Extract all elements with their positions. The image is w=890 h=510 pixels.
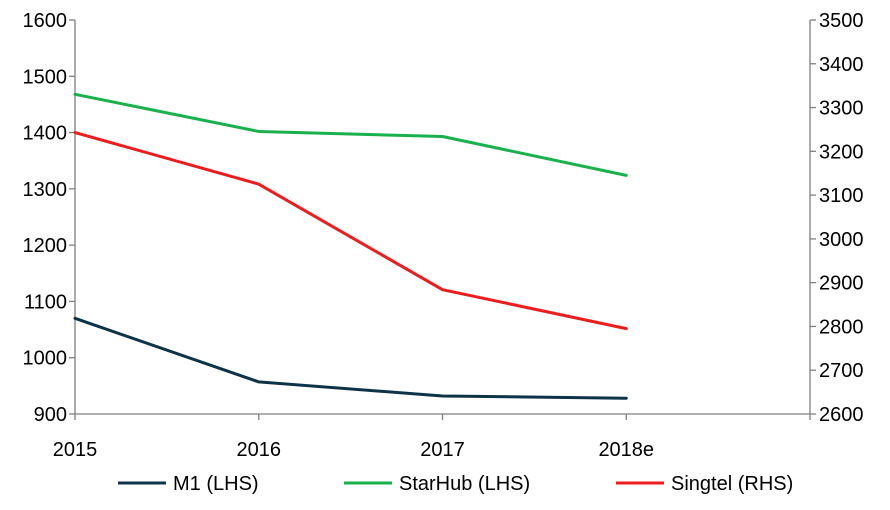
series-line-2 <box>73 92 628 177</box>
right-y-tick-label: 2600 <box>819 404 864 426</box>
left-y-tick-label: 1600 <box>23 10 68 32</box>
right-y-tick-label: 3100 <box>819 185 864 207</box>
series-lines <box>73 92 628 400</box>
right-y-tick-label: 3400 <box>819 54 864 76</box>
series-line-3 <box>73 131 628 331</box>
right-y-tick-label: 3300 <box>819 98 864 120</box>
legend-label: StarHub (LHS) <box>399 473 530 495</box>
legend-label: Singtel (RHS) <box>671 473 793 495</box>
legend: M1 (LHS) StarHub (LHS) Singtel (RHS) <box>118 473 793 495</box>
right-y-tick-label: 3000 <box>819 229 864 251</box>
tick-marks <box>69 19 816 420</box>
x-tick-labels: 2015 2016 2017 2018e <box>53 439 654 461</box>
left-y-tick-label: 1200 <box>23 235 68 257</box>
right-y-tick-label: 2900 <box>819 273 864 295</box>
right-y-tick-label: 3500 <box>819 10 864 32</box>
left-y-tick-label: 900 <box>34 404 67 426</box>
legend-label: M1 (LHS) <box>173 473 259 495</box>
left-y-tick-label: 1100 <box>24 291 67 313</box>
left-y-tick-label: 1500 <box>23 66 68 88</box>
left-y-tick-label: 1000 <box>23 348 68 370</box>
x-tick-label: 2017 <box>420 439 465 461</box>
right-y-tick-label: 2800 <box>819 316 864 338</box>
x-tick-label: 2018e <box>598 439 654 461</box>
right-y-tick-label: 2700 <box>819 360 864 382</box>
left-y-tick-labels: 900 1000 1100 1200 1300 1400 1500 1600 <box>23 10 68 426</box>
right-y-tick-labels: 2600 2700 2800 2900 3000 3100 3200 3300 3400 3500 <box>819 10 864 426</box>
left-y-tick-label: 1400 <box>23 123 68 145</box>
x-tick-label: 2015 <box>53 439 98 461</box>
left-y-tick-label: 1300 <box>23 179 68 201</box>
right-y-tick-label: 3200 <box>819 141 864 163</box>
x-tick-label: 2016 <box>237 439 282 461</box>
series-line-1 <box>73 316 628 400</box>
